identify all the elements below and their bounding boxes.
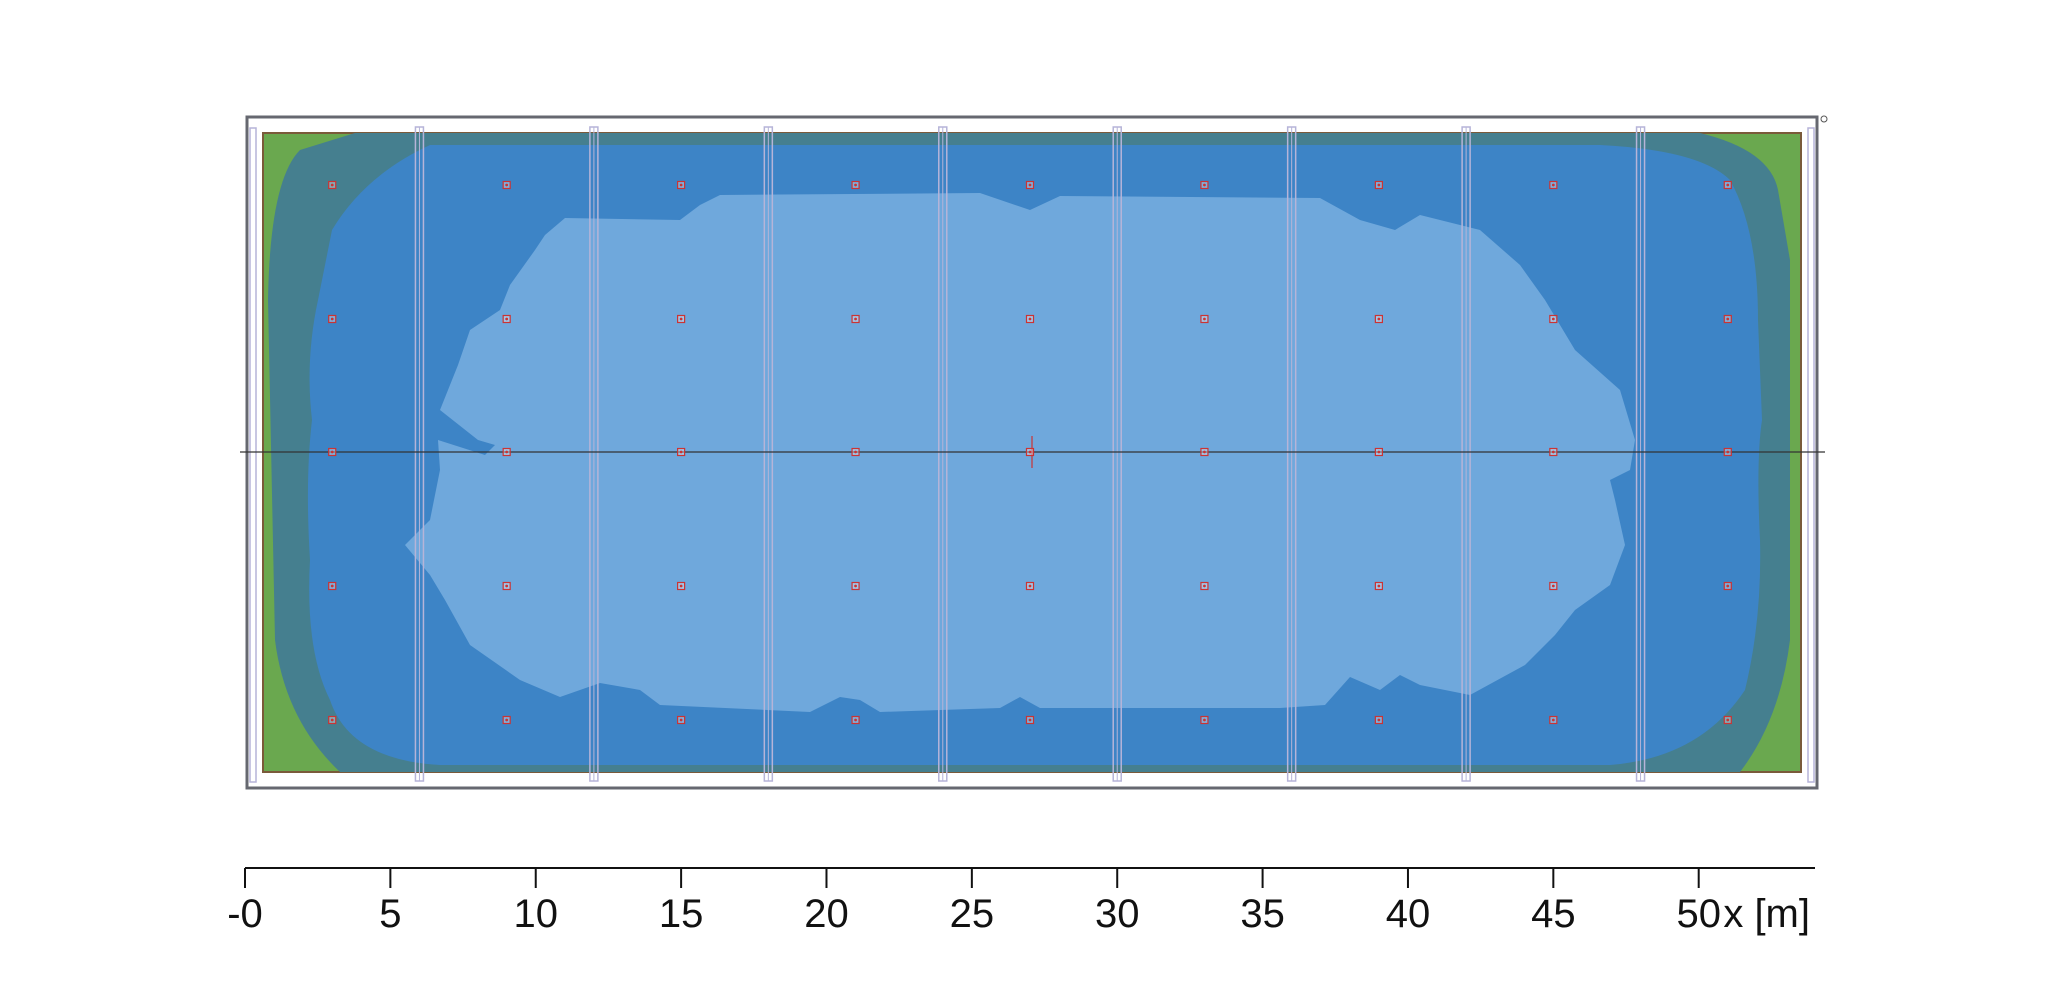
scale-tick-label: 45 xyxy=(1531,892,1576,936)
luminaire-dot xyxy=(1028,450,1032,454)
luminaire-dot xyxy=(1203,718,1206,722)
scale-bar: -0 5 10 15 20 25 30 35 40 45 50 x [m] xyxy=(227,867,1815,936)
luminaire-dot xyxy=(505,718,509,722)
luminaire-dot xyxy=(1551,718,1555,722)
luminaire-dot xyxy=(679,450,683,454)
luminaire-dot xyxy=(679,183,683,187)
luminaire-dot xyxy=(1377,317,1381,321)
luminaire-dot xyxy=(1377,584,1381,588)
luminaire-dot xyxy=(1377,183,1381,187)
scale-tick-label: 15 xyxy=(659,892,704,936)
luminaire-dot xyxy=(854,183,857,187)
luminaire-dot xyxy=(1551,584,1555,588)
luminaire-dot xyxy=(505,584,509,588)
scale-tick-label: 35 xyxy=(1240,892,1285,936)
luminaire-dot xyxy=(330,450,334,454)
scale-tick-label: -0 xyxy=(227,892,263,936)
scale-tick-label: 40 xyxy=(1386,892,1431,936)
luminaire-dot xyxy=(330,317,334,321)
luminaire-dot xyxy=(1726,718,1730,722)
luminaire-dot xyxy=(679,718,683,722)
luminaire-dot xyxy=(1551,450,1555,454)
scale-unit-label: x [m] xyxy=(1723,892,1810,936)
corner-marker xyxy=(1820,115,1828,123)
luminaires xyxy=(328,180,1732,725)
scale-tick-label: 5 xyxy=(379,892,401,936)
luminaire-dot xyxy=(854,317,857,321)
luminaire-dot xyxy=(854,584,857,588)
luminaire-dot xyxy=(679,584,683,588)
scale-ticks: -0 5 10 15 20 25 30 35 40 45 50 xyxy=(227,868,1721,936)
luminaire-dot xyxy=(1203,183,1206,187)
luminaire-dot xyxy=(1377,718,1381,722)
scale-tick-label: 20 xyxy=(804,892,849,936)
luminaire-dot xyxy=(1726,183,1730,187)
luminaire-dot xyxy=(1203,317,1206,321)
luminaire-dot xyxy=(1551,317,1555,321)
luminaire-dot xyxy=(1551,183,1555,187)
luminaire-dot xyxy=(1028,317,1032,321)
scale-tick-label: 30 xyxy=(1095,892,1140,936)
scale-tick-label: 50 xyxy=(1676,892,1721,936)
luminaire-dot xyxy=(1726,450,1730,454)
luminaire-dot xyxy=(330,183,334,187)
luminaire-dot xyxy=(1726,584,1730,588)
contour-map xyxy=(262,132,1802,773)
luminaire-dot xyxy=(854,718,857,722)
beams xyxy=(414,126,1646,782)
end-wall-left xyxy=(249,127,257,783)
luminaire-dot xyxy=(330,718,334,722)
luminaire-dot xyxy=(505,183,509,187)
luminaire-dot xyxy=(1377,450,1381,454)
end-wall-right xyxy=(1807,127,1815,783)
luminaire-dot xyxy=(1028,584,1032,588)
luminaire-dot xyxy=(1203,584,1206,588)
luminaire-dot xyxy=(1028,183,1032,187)
luminaire-dot xyxy=(505,450,509,454)
luminaire-dot xyxy=(854,450,857,454)
scale-tick-label: 10 xyxy=(513,892,558,936)
luminaire-dot xyxy=(1203,450,1206,454)
luminaire-dot xyxy=(330,584,334,588)
luminaire-dot xyxy=(505,317,509,321)
luminaire-dot xyxy=(1726,317,1730,321)
scale-tick-label: 25 xyxy=(950,892,995,936)
luminaire-dot xyxy=(679,317,683,321)
luminaire-dot xyxy=(1028,718,1032,722)
